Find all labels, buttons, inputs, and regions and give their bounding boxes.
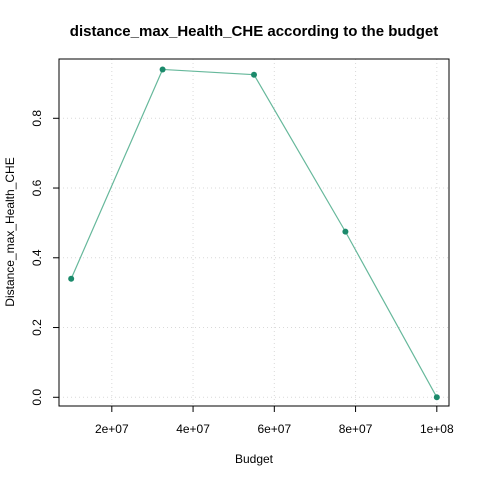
grid xyxy=(59,59,449,406)
data-point xyxy=(251,71,257,78)
y-axis-label: Distance_max_Health_CHE xyxy=(3,157,17,306)
y-tick-label: 0.0 xyxy=(30,389,44,406)
y-tick-label: 0.6 xyxy=(30,179,44,196)
plot-frame xyxy=(58,58,450,407)
x-tick-label: 8e+07 xyxy=(339,422,373,436)
x-axis-label: Budget xyxy=(235,452,274,466)
series xyxy=(68,66,440,401)
x-tick-label: 4e+07 xyxy=(176,422,210,436)
data-point xyxy=(68,275,75,282)
data-point xyxy=(159,66,166,73)
data-point xyxy=(342,228,349,235)
x-tick-label: 1e+08 xyxy=(420,422,454,436)
data-point xyxy=(433,394,440,401)
y-tick-label: 0.4 xyxy=(30,249,44,266)
x-tick-label: 2e+07 xyxy=(95,422,129,436)
y-tick-label: 0.8 xyxy=(30,110,44,127)
x-axis: 2e+07 4e+07 6e+07 8e+07 1e+08 xyxy=(95,406,454,436)
chart-title: distance_max_Health_CHE according to the… xyxy=(70,23,438,40)
y-tick-label: 0.2 xyxy=(30,319,44,336)
x-tick-label: 6e+07 xyxy=(257,422,291,436)
y-axis: 0.0 0.2 0.4 0.6 0.8 xyxy=(30,110,59,406)
